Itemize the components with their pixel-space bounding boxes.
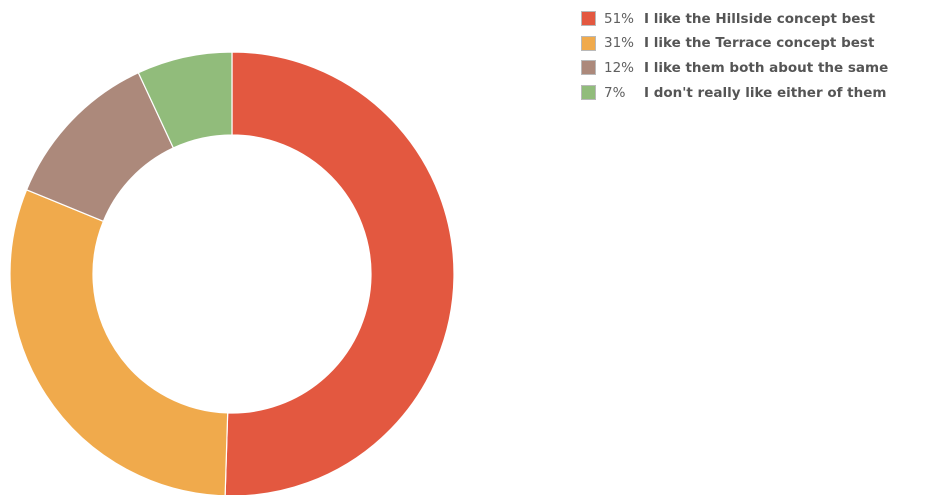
donut-slice-terrace[interactable] (9, 189, 229, 495)
legend-label: I like them both about the same (644, 59, 889, 76)
legend-label: I like the Hillside concept best (644, 10, 875, 27)
legend-item-neither[interactable]: 7% I don't really like either of them (581, 83, 888, 102)
legend: 51% I like the Hillside concept best 31%… (581, 9, 888, 108)
legend-percent: 12% (604, 59, 635, 76)
legend-label: I like the Terrace concept best (644, 35, 875, 52)
legend-percent: 7% (604, 84, 626, 101)
legend-percent: 31% (604, 35, 635, 52)
donut-slices (9, 51, 455, 495)
legend-swatch-both (581, 60, 596, 76)
legend-percent: 51% (604, 10, 635, 27)
legend-label: I don't really like either of them (644, 84, 887, 101)
donut-slice-hillside[interactable] (224, 51, 455, 495)
legend-item-hillside[interactable]: 51% I like the Hillside concept best (581, 9, 888, 28)
legend-item-both[interactable]: 12% I like them both about the same (581, 58, 888, 77)
donut-slice-neither[interactable] (137, 51, 233, 149)
legend-item-terrace[interactable]: 31% I like the Terrace concept best (581, 34, 888, 53)
legend-swatch-terrace (581, 35, 596, 51)
legend-swatch-neither (581, 85, 596, 101)
legend-swatch-hillside (581, 11, 596, 26)
